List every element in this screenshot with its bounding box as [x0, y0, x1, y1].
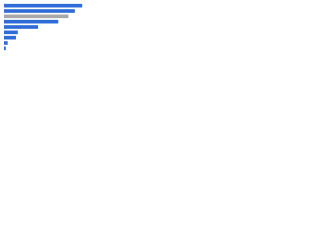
bar: [4, 19, 59, 24]
chart: [4, 3, 83, 51]
bar: [4, 3, 83, 8]
bar: [4, 25, 39, 29]
bar: [4, 14, 69, 19]
bar: [4, 9, 75, 13]
bar: [4, 35, 16, 40]
bar: [4, 30, 18, 35]
bar: [4, 41, 8, 45]
bar: [4, 46, 6, 51]
